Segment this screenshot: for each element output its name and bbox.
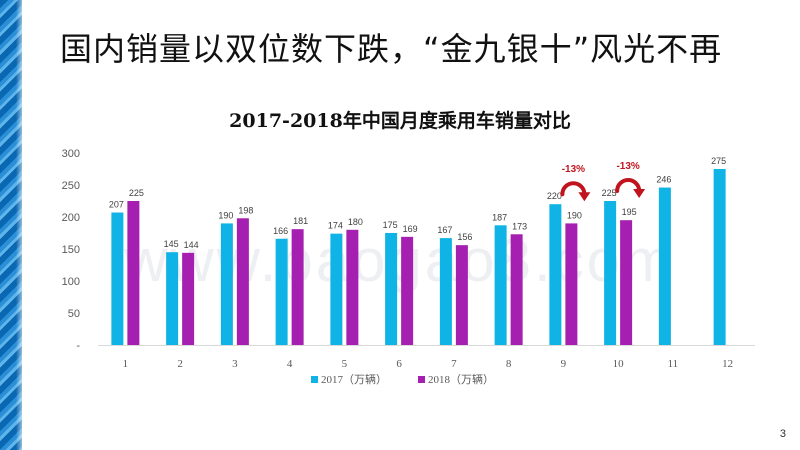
data-label-2017: 225 [602,188,617,198]
legend-label: 2018（万辆） [428,372,494,386]
legend-label: 2017（万辆） [321,372,387,386]
bar-2017 [330,233,343,345]
data-label-2017: 190 [218,210,233,220]
data-label-2017: 207 [109,200,124,210]
data-label-2018: 173 [512,221,527,231]
data-label-2017: 174 [328,221,343,231]
bar-2018 [565,223,578,345]
slide-title: 国内销量以双位数下跌，“金九银十”风光不再 [60,30,723,68]
data-label-2018: 180 [348,217,363,227]
y-tick-label: 150 [62,244,80,256]
data-label-2017: 167 [437,225,452,235]
data-label-2017: 145 [164,239,179,249]
data-label-2018: 156 [457,232,472,242]
data-label-2017: 175 [383,220,398,230]
page-number: 3 [779,428,786,440]
bar-2017 [166,252,179,345]
x-tick-label: 6 [396,358,402,370]
legend-swatch [311,376,318,383]
y-tick-label: 300 [62,148,80,160]
bar-2017 [713,169,726,345]
bar-2018 [236,218,249,345]
data-label-2017: 166 [273,226,288,236]
data-label-2018: 181 [293,216,308,226]
data-label-2017: 220 [547,191,562,201]
y-tick-label: - [76,340,80,352]
x-tick-label: 8 [506,358,512,370]
decline-arrowhead-icon [578,192,591,202]
bar-2017 [604,201,617,345]
data-label-2017: 187 [492,212,507,222]
x-tick-label: 11 [668,358,679,370]
x-tick-label: 7 [451,358,457,370]
bar-2018 [401,236,414,345]
x-tick-label: 9 [561,358,567,370]
decline-arrow-icon [615,178,642,193]
data-label-2018: 169 [403,224,418,234]
bar-2017 [385,233,398,345]
x-tick-label: 5 [342,358,348,370]
bar-2018 [346,229,359,345]
change-annotation-label: -13% [562,164,585,175]
legend-swatch [418,376,425,383]
decline-arrowhead-icon [633,189,646,198]
bar-2017 [549,204,562,345]
bar-2018 [455,245,468,345]
bar-2017 [111,212,124,345]
data-label-2018: 225 [129,188,144,198]
bar-2017 [658,187,671,345]
data-label-2018: 190 [567,210,582,220]
bar-2017 [275,238,288,345]
decline-arrow-icon [560,181,587,197]
data-label-2017: 246 [656,175,671,185]
x-tick-label: 3 [232,358,238,370]
x-tick-label: 2 [177,358,183,370]
bar-2018 [291,229,304,345]
change-annotation-label: -13% [616,161,639,172]
data-label-2018: 198 [238,205,253,215]
bar-2018 [510,234,523,345]
y-tick-label: 250 [62,180,80,192]
y-tick-label: 50 [68,308,80,320]
x-tick-label: 10 [613,358,625,370]
bar-2017 [439,238,452,345]
bar-2018 [182,252,195,345]
data-label-2017: 275 [711,156,726,166]
bar-2017 [220,223,233,345]
decorative-side-strip [0,0,22,450]
y-tick-label: 200 [62,212,80,224]
data-label-2018: 144 [184,240,199,250]
bar-2017 [494,225,507,345]
x-tick-label: 4 [287,358,293,370]
y-tick-label: 100 [62,276,80,288]
bar-2018 [620,220,633,345]
chart-title: 2017-2018年中国月度乘用车销量对比 [229,110,571,132]
x-tick-label: 1 [123,358,129,370]
data-label-2018: 195 [622,207,637,217]
bar-2018 [127,201,140,345]
x-tick-label: 12 [722,358,733,370]
